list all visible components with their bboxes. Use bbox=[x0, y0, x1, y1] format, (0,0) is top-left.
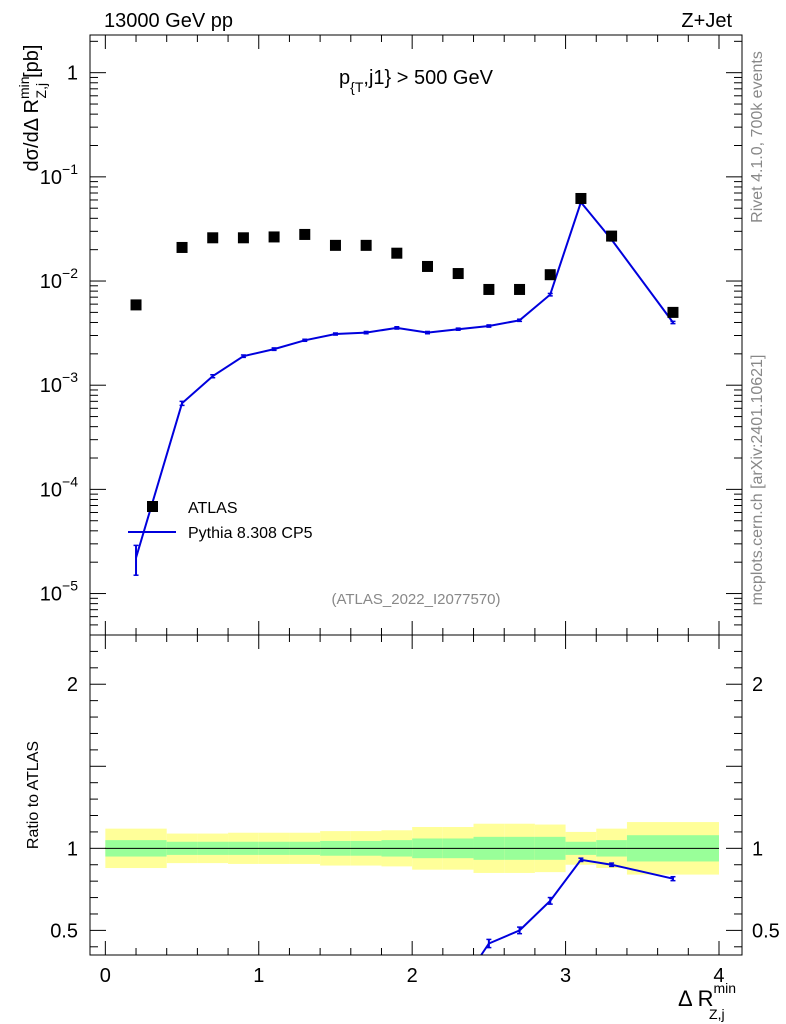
main-series bbox=[130, 192, 679, 576]
analysis-watermark: (ATLAS_2022_I2077570) bbox=[331, 591, 500, 608]
ratio-ylabel: Ratio to ATLAS bbox=[25, 741, 42, 849]
ratio-xlabel-main: Δ R bbox=[678, 986, 713, 1011]
atlas-data-point bbox=[606, 230, 618, 242]
rivet-version-label: Rivet 4.1.0, 700k events bbox=[749, 51, 766, 223]
main-y-tick-label: 10−5 bbox=[40, 578, 78, 606]
main-y-tick-label: 10−2 bbox=[40, 265, 78, 293]
ratio-xlabel-sub: Z,j bbox=[709, 1006, 725, 1022]
legend-atlas-marker bbox=[147, 501, 158, 512]
main-y-tick-base: 10 bbox=[40, 375, 62, 397]
ratio-xlabel: Δ Rmin Z,j bbox=[678, 980, 736, 1022]
atlas-data-point bbox=[667, 306, 679, 318]
atlas-data-point bbox=[176, 241, 188, 253]
ratio-y-tick-label-right: 2 bbox=[752, 674, 763, 696]
main-y-tick-exponent: −2 bbox=[62, 265, 78, 281]
x-tick-label: 3 bbox=[560, 965, 571, 987]
atlas-data-point bbox=[268, 231, 280, 243]
main-y-tick-label: 10−3 bbox=[40, 369, 78, 397]
main-title-rest: ,j1} > 500 GeV bbox=[363, 67, 493, 89]
atlas-data-point bbox=[299, 228, 311, 240]
legend-pythia-label: Pythia 8.308 CP5 bbox=[188, 525, 313, 542]
main-ylabel-unit: [pb] bbox=[21, 45, 43, 78]
atlas-data-point bbox=[207, 232, 219, 244]
main-ylabel-sub: Z,j bbox=[33, 83, 49, 99]
legend: ATLAS Pythia 8.308 CP5 bbox=[128, 500, 313, 542]
header-energy-label: 13000 GeV pp bbox=[104, 10, 233, 32]
atlas-data-point bbox=[575, 192, 587, 204]
main-frame bbox=[89, 34, 743, 636]
main-y-tick-base: 10 bbox=[40, 479, 62, 501]
x-tick-label: 4 bbox=[713, 965, 724, 987]
ratio-y-tick-label-right: 0.5 bbox=[752, 920, 780, 942]
main-y-tick-exponent: −1 bbox=[62, 161, 78, 177]
atlas-data-point bbox=[514, 283, 526, 295]
ratio-y-tick-label: 0.5 bbox=[50, 920, 78, 942]
x-tick-label: 2 bbox=[407, 965, 418, 987]
atlas-data-point bbox=[422, 260, 434, 272]
atlas-data-point bbox=[391, 247, 403, 259]
ratio-y-tick-label: 1 bbox=[67, 838, 78, 860]
atlas-data-point bbox=[360, 239, 372, 251]
main-y-tick-label: 1 bbox=[67, 63, 78, 85]
ratio-uncertainty-bands bbox=[105, 822, 719, 875]
ratio-y-tick-label-right: 1 bbox=[752, 838, 763, 860]
main-y-tick-label: 10−4 bbox=[40, 473, 78, 501]
main-y-tick-exponent: −3 bbox=[62, 369, 78, 385]
header-process-label: Z+Jet bbox=[681, 10, 732, 32]
ratio-series bbox=[480, 857, 676, 956]
main-title-main: p bbox=[339, 67, 350, 89]
legend-atlas-label: ATLAS bbox=[188, 500, 238, 517]
main-title-sub: {T bbox=[350, 79, 364, 95]
atlas-data-point bbox=[237, 232, 249, 244]
mcplots-label: mcplots.cern.ch [arXiv:2401.10621] bbox=[749, 355, 766, 606]
main-y-tick-exponent: −4 bbox=[62, 473, 78, 489]
main-y-tick-base: 1 bbox=[67, 63, 78, 85]
atlas-data-point bbox=[329, 239, 341, 251]
atlas-data-point bbox=[483, 283, 495, 295]
atlas-data-point bbox=[452, 268, 464, 280]
main-y-tick-base: 10 bbox=[40, 271, 62, 293]
x-tick-label: 0 bbox=[100, 965, 111, 987]
main-y-tick-base: 10 bbox=[40, 584, 62, 606]
ratio-xlabel-sup: min bbox=[713, 980, 736, 996]
main-ylabel-main: dσ/dΔ R bbox=[21, 99, 43, 171]
main-ylabel: dσ/dΔ RminZ,j [pb] bbox=[16, 45, 49, 172]
main-y-tick-label: 10−1 bbox=[40, 161, 78, 189]
main-ylabel-sup: min bbox=[16, 76, 32, 99]
atlas-data-point bbox=[130, 299, 142, 311]
main-y-tick-base: 10 bbox=[40, 167, 62, 189]
x-tick-label: 1 bbox=[253, 965, 264, 987]
main-title: p{T,j1} > 500 GeV bbox=[339, 67, 494, 95]
atlas-data-point bbox=[544, 269, 556, 281]
main-y-tick-exponent: −5 bbox=[62, 578, 78, 594]
ratio-frame bbox=[89, 634, 743, 956]
ratio-y-tick-label: 2 bbox=[67, 674, 78, 696]
